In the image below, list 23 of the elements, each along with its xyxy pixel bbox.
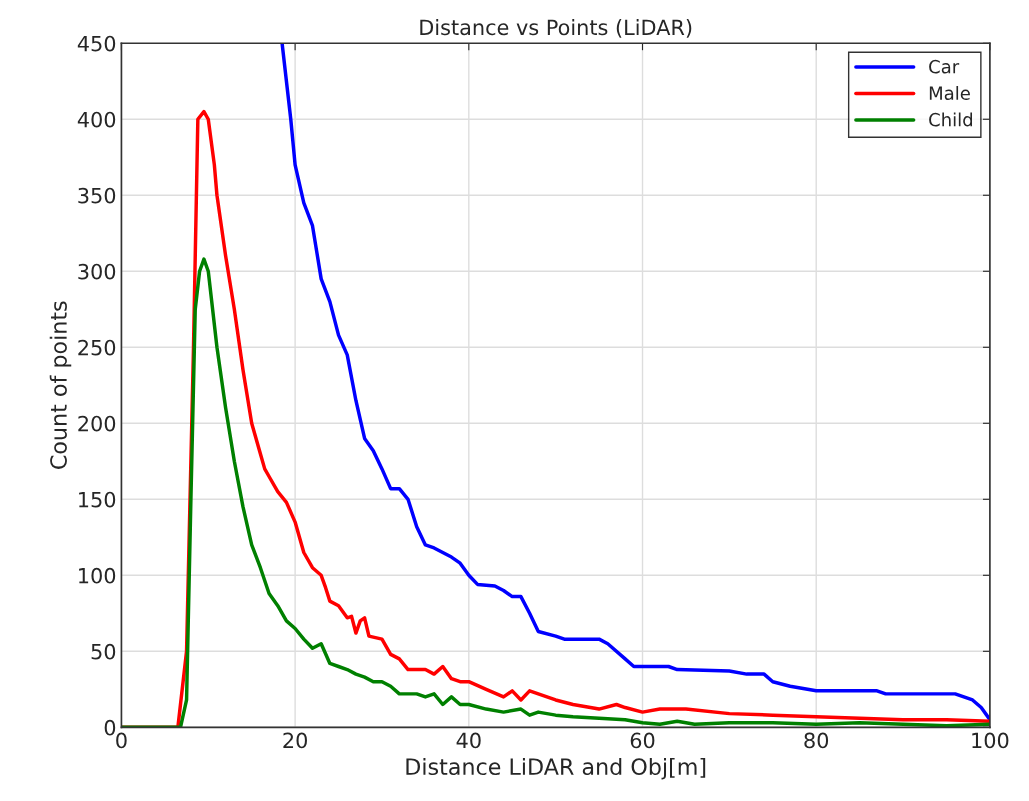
y-tick-label: 0: [104, 719, 116, 736]
y-tick-label: 250: [78, 339, 116, 356]
y-tick-label: 350: [78, 187, 116, 204]
line-series: [280, 43, 990, 722]
y-tick-label: 200: [78, 415, 116, 432]
legend-label: Child: [929, 112, 973, 127]
x-tick-label: 40: [456, 732, 481, 749]
legend-label: Car: [929, 59, 960, 74]
y-tick-label: 150: [79, 491, 116, 508]
y-tick-label: 100: [79, 567, 116, 584]
x-tick-label: 100: [972, 732, 1009, 749]
legend-label: Male: [929, 86, 970, 100]
y-tick-label: 450: [77, 35, 116, 52]
chart-title: Distance vs Points (LiDAR): [420, 19, 692, 38]
y-tick-label: 300: [78, 263, 116, 280]
x-tick-label: 20: [283, 732, 307, 749]
x-tick-label: 0: [116, 732, 127, 749]
y-axis-title: Count of points: [49, 301, 72, 469]
y-tick-label: 400: [77, 111, 116, 128]
x-tick-label: 80: [804, 732, 829, 749]
x-tick-label: 60: [630, 732, 655, 749]
x-axis-title: Distance LiDAR and Obj[m]: [406, 757, 706, 780]
y-tick-label: 50: [91, 643, 116, 660]
